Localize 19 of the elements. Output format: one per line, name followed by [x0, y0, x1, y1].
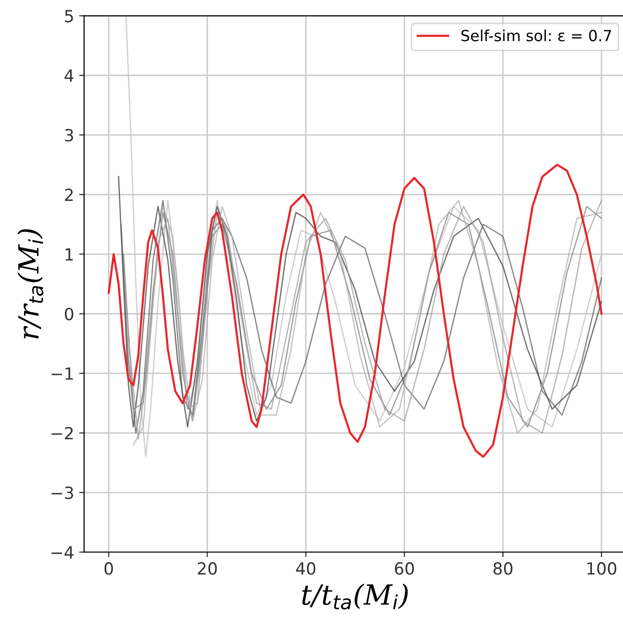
x-tick-label: 80: [493, 562, 512, 575]
y-tick-label: −3: [52, 486, 74, 500]
legend-label: Self-sim sol: ε = 0.7: [461, 30, 612, 42]
y-tick-label: 2: [65, 188, 73, 201]
x-tick-label: 40: [296, 562, 316, 575]
x-axis-title: t/t$_{ta}$(M$_{i}$): [302, 584, 408, 610]
y-tick-label: 0: [64, 308, 74, 320]
y-tick-label: −1: [52, 368, 73, 380]
y-tick-label: 5: [65, 10, 73, 22]
x-tick-label: 0: [104, 562, 113, 575]
y-tick-label: 4: [64, 70, 74, 82]
x-tick-label: 100: [587, 562, 616, 575]
y-tick-label: 1: [66, 248, 73, 260]
x-tick-label: 20: [198, 562, 217, 575]
y-axis-title: r/r$_{ta}$(M$_{i}$): [17, 229, 44, 339]
y-tick-label: −4: [52, 546, 74, 558]
y-tick-label: 3: [65, 128, 74, 142]
y-tick-label: −2: [52, 426, 73, 440]
x-tick-label: 60: [394, 562, 414, 575]
